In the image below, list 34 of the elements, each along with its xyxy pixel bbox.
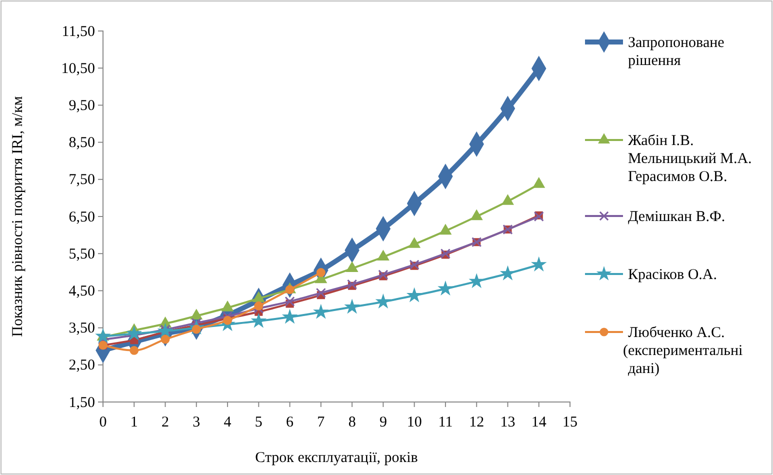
x-tick-label: 1 — [130, 414, 138, 430]
x-tick-label: 15 — [562, 414, 578, 430]
x-tick-label: 8 — [348, 414, 356, 430]
y-tick-label: 5,50 — [68, 246, 95, 262]
y-axis-title: Показник рівності покриття IRI, м/км — [10, 96, 26, 337]
y-tick-label: 6,50 — [68, 209, 95, 226]
x-axis-title: Строк експлуатації, років — [255, 450, 418, 466]
x-tick-label: 13 — [500, 414, 516, 430]
legend-label: Красіков О.А. — [628, 267, 718, 283]
x-tick-label: 9 — [379, 414, 387, 430]
x-tick-label: 6 — [286, 414, 294, 430]
x-tick-label: 4 — [224, 414, 232, 430]
legend-label: Любченко А.С. (експериментальні дані) — [623, 325, 743, 377]
y-tick-label: 11,50 — [62, 24, 95, 40]
y-tick-label: 4,50 — [68, 284, 95, 300]
y-tick-label: 9,50 — [68, 98, 95, 114]
x-tick-label: 2 — [162, 414, 170, 430]
y-tick-label: 10,50 — [61, 60, 95, 77]
legend-label: Демішкан В.Ф. — [628, 209, 726, 225]
y-tick-label: 1,50 — [68, 394, 95, 411]
x-tick-label: 14 — [531, 414, 547, 430]
legend-label: Жабін І.В. Мельницький М.А. Герасимов О.В. — [628, 133, 752, 185]
x-tick-label: 11 — [438, 414, 453, 430]
legend-label: Запропоноване рішення — [628, 35, 725, 69]
x-tick-label: 3 — [192, 414, 200, 430]
y-tick-label: 7,50 — [68, 172, 95, 188]
x-tick-label: 7 — [317, 414, 326, 430]
x-tick-label: 12 — [469, 414, 484, 430]
y-tick-label: 8,50 — [68, 135, 95, 152]
x-tick-label: 0 — [99, 414, 107, 430]
x-tick-label: 10 — [406, 414, 422, 430]
y-tick-label: 3,50 — [68, 320, 95, 337]
x-tick-label: 5 — [254, 414, 262, 430]
y-tick-label: 2,50 — [68, 358, 95, 374]
